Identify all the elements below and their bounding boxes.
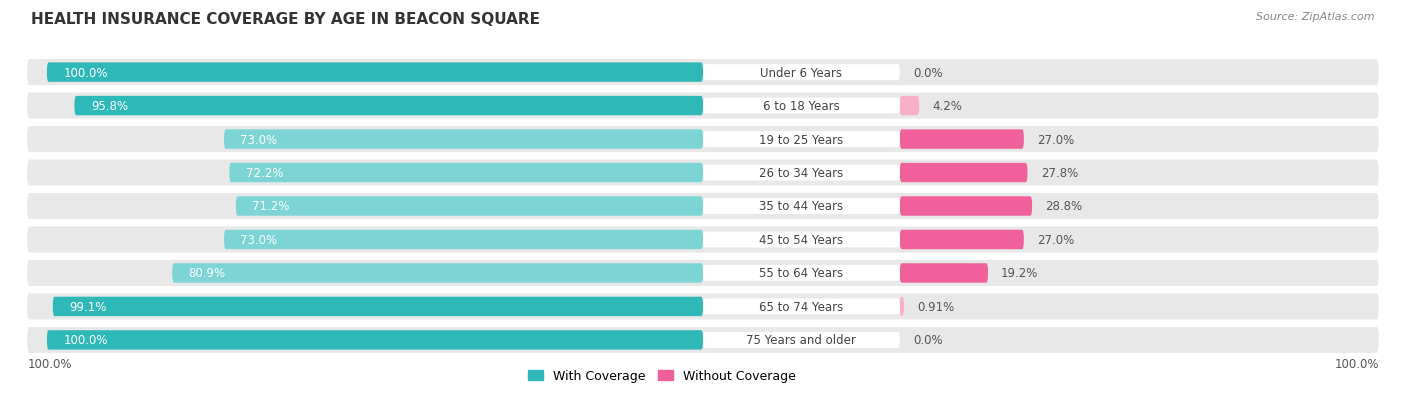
Text: 45 to 54 Years: 45 to 54 Years — [759, 233, 844, 247]
FancyBboxPatch shape — [703, 232, 900, 248]
FancyBboxPatch shape — [172, 263, 703, 283]
FancyBboxPatch shape — [703, 299, 900, 315]
FancyBboxPatch shape — [900, 263, 988, 283]
Text: 27.0%: 27.0% — [1038, 233, 1074, 247]
Text: 99.1%: 99.1% — [69, 300, 107, 313]
Text: 19 to 25 Years: 19 to 25 Years — [759, 133, 844, 146]
Text: 100.0%: 100.0% — [1334, 357, 1379, 370]
Text: 73.0%: 73.0% — [240, 233, 277, 247]
Text: 95.8%: 95.8% — [91, 100, 128, 113]
FancyBboxPatch shape — [703, 332, 900, 348]
FancyBboxPatch shape — [703, 165, 900, 181]
FancyBboxPatch shape — [27, 227, 1379, 253]
FancyBboxPatch shape — [27, 327, 1379, 353]
Text: 100.0%: 100.0% — [27, 357, 72, 370]
FancyBboxPatch shape — [27, 260, 1379, 286]
Text: 65 to 74 Years: 65 to 74 Years — [759, 300, 844, 313]
Text: 4.2%: 4.2% — [932, 100, 962, 113]
Text: 27.8%: 27.8% — [1040, 166, 1078, 180]
FancyBboxPatch shape — [27, 160, 1379, 186]
FancyBboxPatch shape — [27, 60, 1379, 86]
Text: Under 6 Years: Under 6 Years — [761, 66, 842, 79]
FancyBboxPatch shape — [703, 65, 900, 81]
FancyBboxPatch shape — [27, 127, 1379, 153]
FancyBboxPatch shape — [703, 199, 900, 214]
FancyBboxPatch shape — [900, 97, 920, 116]
Text: 100.0%: 100.0% — [63, 334, 108, 347]
Text: HEALTH INSURANCE COVERAGE BY AGE IN BEACON SQUARE: HEALTH INSURANCE COVERAGE BY AGE IN BEAC… — [31, 12, 540, 27]
FancyBboxPatch shape — [46, 63, 703, 83]
Text: 0.91%: 0.91% — [917, 300, 955, 313]
FancyBboxPatch shape — [703, 98, 900, 114]
Legend: With Coverage, Without Coverage: With Coverage, Without Coverage — [527, 369, 796, 382]
FancyBboxPatch shape — [703, 265, 900, 281]
FancyBboxPatch shape — [900, 297, 904, 316]
Text: 72.2%: 72.2% — [246, 166, 283, 180]
FancyBboxPatch shape — [224, 130, 703, 150]
FancyBboxPatch shape — [900, 130, 1024, 150]
FancyBboxPatch shape — [703, 132, 900, 148]
Text: 6 to 18 Years: 6 to 18 Years — [763, 100, 839, 113]
FancyBboxPatch shape — [27, 193, 1379, 220]
FancyBboxPatch shape — [900, 230, 1024, 249]
Text: 19.2%: 19.2% — [1001, 267, 1039, 280]
Text: 28.8%: 28.8% — [1045, 200, 1083, 213]
FancyBboxPatch shape — [75, 97, 703, 116]
Text: 35 to 44 Years: 35 to 44 Years — [759, 200, 844, 213]
Text: 100.0%: 100.0% — [63, 66, 108, 79]
FancyBboxPatch shape — [236, 197, 703, 216]
Text: 26 to 34 Years: 26 to 34 Years — [759, 166, 844, 180]
Text: 27.0%: 27.0% — [1038, 133, 1074, 146]
FancyBboxPatch shape — [27, 294, 1379, 320]
Text: 55 to 64 Years: 55 to 64 Years — [759, 267, 844, 280]
Text: 0.0%: 0.0% — [912, 66, 942, 79]
FancyBboxPatch shape — [46, 330, 703, 350]
FancyBboxPatch shape — [27, 93, 1379, 119]
FancyBboxPatch shape — [900, 197, 1032, 216]
Text: 75 Years and older: 75 Years and older — [747, 334, 856, 347]
Text: 71.2%: 71.2% — [252, 200, 290, 213]
Text: Source: ZipAtlas.com: Source: ZipAtlas.com — [1257, 12, 1375, 22]
FancyBboxPatch shape — [53, 297, 703, 316]
Text: 73.0%: 73.0% — [240, 133, 277, 146]
FancyBboxPatch shape — [900, 164, 1028, 183]
Text: 0.0%: 0.0% — [912, 334, 942, 347]
Text: 80.9%: 80.9% — [188, 267, 226, 280]
FancyBboxPatch shape — [229, 164, 703, 183]
FancyBboxPatch shape — [224, 230, 703, 249]
